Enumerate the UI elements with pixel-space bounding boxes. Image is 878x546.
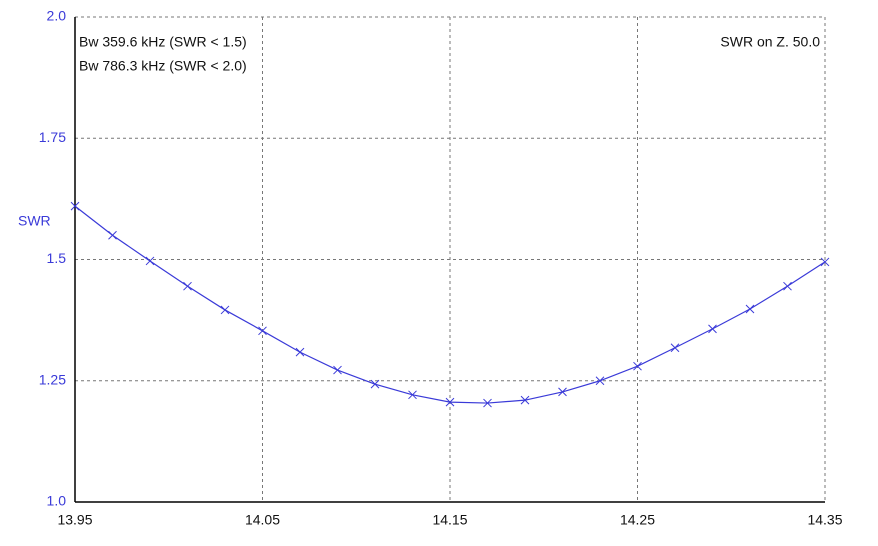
point-marker <box>145 256 155 266</box>
point-marker <box>445 397 455 407</box>
point-marker <box>820 257 830 267</box>
y-tick-label: 1.5 <box>47 250 67 266</box>
y-tick-label: 1.25 <box>39 371 66 387</box>
y-tick-label: 1.75 <box>39 129 66 145</box>
point-marker <box>220 305 230 315</box>
point-marker <box>70 201 80 211</box>
point-marker <box>483 398 492 408</box>
point-marker <box>408 390 417 400</box>
point-marker <box>183 281 192 291</box>
x-tick-label: 13.95 <box>57 512 92 528</box>
point-marker <box>258 326 267 336</box>
point-marker <box>708 324 717 334</box>
point-marker <box>633 361 642 371</box>
point-marker <box>370 379 380 389</box>
x-tick-label: 14.05 <box>245 512 280 528</box>
annotation: Bw 786.3 kHz (SWR < 2.0) <box>79 58 247 74</box>
point-marker <box>295 347 305 357</box>
point-marker <box>108 230 117 240</box>
x-tick-label: 14.25 <box>620 512 655 528</box>
y-tick-label: 2.0 <box>47 8 67 24</box>
y-tick-label: 1.0 <box>47 493 67 509</box>
point-marker <box>783 281 792 291</box>
point-marker <box>558 387 567 397</box>
point-marker <box>520 395 530 405</box>
point-marker <box>670 343 680 353</box>
x-tick-label: 14.35 <box>807 512 842 528</box>
annotation: Bw 359.6 kHz (SWR < 1.5) <box>79 34 247 50</box>
x-tick-label: 14.15 <box>432 512 467 528</box>
point-marker <box>745 304 755 314</box>
point-marker <box>595 376 605 386</box>
point-marker <box>333 365 342 375</box>
y-axis-label: SWR <box>18 213 51 229</box>
annotation: SWR on Z. 50.0 <box>720 34 820 50</box>
